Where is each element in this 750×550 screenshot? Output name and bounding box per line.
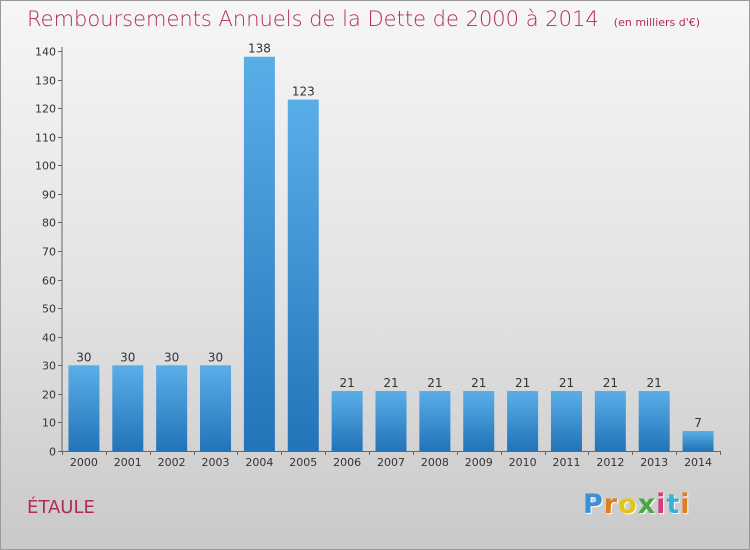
data-label: 21: [339, 376, 354, 390]
y-tick-label: 0: [49, 446, 56, 459]
y-tick-label: 70: [42, 246, 56, 259]
logo-letter: t: [666, 489, 681, 520]
chart-bars: [68, 56, 714, 452]
x-tick-label: 2011: [552, 456, 580, 469]
data-label: 21: [427, 376, 442, 390]
data-label: 30: [164, 350, 179, 364]
data-label: 30: [120, 350, 135, 364]
bar: [200, 365, 232, 451]
bar: [419, 391, 451, 451]
bar: [68, 365, 100, 451]
data-label: 30: [208, 350, 223, 364]
y-tick-label: 90: [42, 189, 56, 202]
x-tick-label: 2008: [421, 456, 449, 469]
data-label: 21: [515, 376, 530, 390]
y-tick-label: 10: [42, 417, 56, 430]
data-label: 21: [559, 376, 574, 390]
data-label: 21: [647, 376, 662, 390]
x-tick-label: 2010: [509, 456, 537, 469]
x-tick-label: 2005: [289, 456, 317, 469]
chart-subtitle: (en milliers d'€): [613, 16, 701, 29]
logo-letter: i: [656, 489, 667, 520]
y-tick-label: 110: [35, 132, 56, 145]
logo-letter: P: [583, 489, 604, 520]
data-label: 123: [292, 85, 315, 99]
logo-letter: i: [680, 489, 691, 520]
chart-title: Remboursements Annuels de la Dette de 20…: [27, 7, 599, 31]
y-tick-label: 130: [35, 75, 56, 88]
y-tick-label: 80: [42, 217, 56, 230]
data-label: 30: [76, 350, 91, 364]
x-tick-label: 2000: [70, 456, 98, 469]
bar: [463, 391, 495, 451]
data-label: 7: [694, 416, 702, 430]
y-tick-label: 60: [42, 275, 56, 288]
logo-letter: o: [618, 489, 638, 520]
town-name: ÉTAULE: [27, 497, 95, 518]
x-tick-label: 2003: [202, 456, 230, 469]
x-tick-label: 2007: [377, 456, 405, 469]
bar: [550, 391, 582, 451]
bar: [682, 431, 714, 451]
bar: [112, 365, 144, 451]
bar: [331, 391, 363, 451]
data-label: 21: [383, 376, 398, 390]
y-tick-label: 30: [42, 360, 56, 373]
chart-labels: 0 10 20 30 40 50 60 70 80 90 100 110 120 130 140 2000 30…: [35, 42, 712, 469]
bar: [243, 56, 275, 451]
x-tick-label: 2013: [640, 456, 668, 469]
chart-axes: [58, 47, 721, 455]
logo-letter: r: [603, 489, 619, 520]
x-tick-label: 2004: [245, 456, 273, 469]
y-tick-label: 140: [35, 46, 56, 59]
data-label: 138: [248, 42, 271, 56]
y-tick-label: 50: [42, 303, 56, 316]
y-tick-label: 120: [35, 103, 56, 116]
x-tick-label: 2006: [333, 456, 361, 469]
logo-letter: x: [637, 489, 657, 520]
bar: [156, 365, 188, 451]
x-tick-label: 2014: [684, 456, 712, 469]
bar: [594, 391, 626, 451]
y-tick-label: 40: [42, 332, 56, 345]
bar: [638, 391, 670, 451]
x-tick-label: 2012: [596, 456, 624, 469]
y-tick-label: 20: [42, 389, 56, 402]
proxiti-logo: Proxiti: [583, 489, 691, 520]
chart-title-row: Remboursements Annuels de la Dette de 20…: [27, 7, 700, 31]
y-tick-label: 100: [35, 160, 56, 173]
data-label: 21: [603, 376, 618, 390]
x-tick-label: 2001: [114, 456, 142, 469]
bar: [287, 99, 319, 452]
x-tick-label: 2002: [158, 456, 186, 469]
x-tick-label: 2009: [465, 456, 493, 469]
data-label: 21: [471, 376, 486, 390]
bar: [375, 391, 407, 451]
bar: [507, 391, 539, 451]
